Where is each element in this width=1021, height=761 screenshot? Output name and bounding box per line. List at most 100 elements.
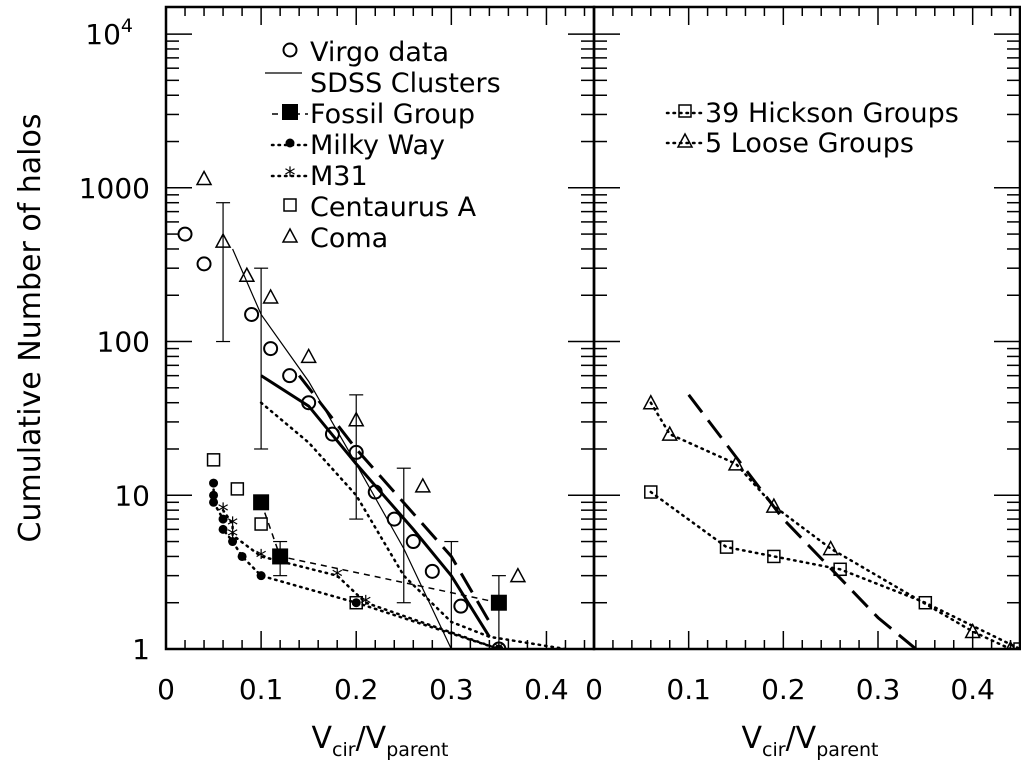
- legend-5-loose-groups-label: 5 Loose Groups: [705, 128, 914, 159]
- y-tick-label-base: 10: [85, 18, 121, 51]
- series-fossil-group-point: [490, 594, 507, 611]
- series-5-loose-groups-point: [642, 394, 660, 410]
- series-coma-point: [238, 266, 256, 282]
- series-virgo-data-point: [177, 226, 193, 242]
- legend-virgo-data-marker: [282, 42, 298, 58]
- series-m31-line: [221, 508, 501, 649]
- legend-milky-way-marker: [285, 138, 295, 148]
- series-milky-way-point: [256, 571, 266, 581]
- legend-virgo-data-label: Virgo data: [310, 37, 449, 68]
- x-title-sub-parent: parent: [386, 739, 448, 761]
- x-title-sub-cir: cir: [762, 739, 786, 761]
- series-group: [642, 393, 1020, 649]
- series-5-loose-groups-point: [964, 622, 981, 639]
- series-5-loose-groups-point: [765, 497, 783, 513]
- x-title-slash: /V: [786, 721, 817, 756]
- legend-fossil-group-label: Fossil Group: [310, 99, 475, 130]
- series-line-8: [298, 374, 491, 623]
- series-line-9-line: [259, 401, 567, 649]
- right-x-axis-title: Vcir/Vparent: [742, 721, 879, 761]
- series-coma-point: [300, 347, 317, 364]
- y-tick-label: 10: [114, 479, 150, 512]
- series-39-hickson-groups: [644, 485, 1020, 649]
- x-tick-label: 0.3: [429, 673, 474, 706]
- legend-m31-marker: *: [285, 164, 296, 189]
- legend-39-hickson-groups-marker: [678, 104, 692, 118]
- x-tick-label: 0.1: [666, 673, 711, 706]
- x-tick-label: 0.2: [761, 673, 806, 706]
- y-tick-label: 1000: [79, 172, 150, 205]
- legend-centaurus-a: Centaurus A: [283, 192, 477, 223]
- y-tick-label-exponent: 4: [121, 15, 133, 37]
- series-39-hickson-groups-point: [719, 540, 734, 554]
- series-centaurus-a-point: [206, 453, 221, 467]
- x-tick-label: 0.4: [524, 673, 569, 706]
- series-milky-way-point: [351, 598, 361, 608]
- series-39-hickson-groups-point: [918, 595, 933, 610]
- x-tick-label: 0.4: [950, 673, 995, 706]
- legend-milky-way: Milky Way: [270, 130, 445, 161]
- legend-sdss-clusters-label: SDSS Clusters: [310, 68, 501, 99]
- series-milky-way-point: [218, 514, 228, 524]
- right-data-marks: [642, 393, 1020, 649]
- series-virgo-data-point: [405, 534, 421, 550]
- y-axis-title: Cumulative Number of halos: [13, 114, 48, 543]
- series-virgo-data-point: [282, 368, 298, 384]
- left-x-axis-title: Vcir/Vparent: [312, 721, 449, 761]
- x-title-sub-cir: cir: [332, 739, 356, 761]
- right-axis-ticks: 0 0.1 0.2 0.3 0.4: [585, 7, 1020, 706]
- series-virgo-data-point: [244, 306, 260, 322]
- x-title-v: V: [742, 721, 763, 756]
- legend-fossil-group: Fossil Group: [272, 99, 475, 130]
- series-milky-way: [209, 478, 504, 649]
- legend-virgo-data: Virgo data: [282, 37, 449, 68]
- legend-m31-label: M31: [310, 161, 368, 192]
- series-5-loose-groups-point: [1005, 640, 1016, 649]
- series-line-7-line: [260, 374, 491, 638]
- series-m31-point: *: [360, 593, 371, 618]
- series-coma-point: [214, 232, 232, 248]
- series-milky-way-point: [237, 551, 247, 561]
- series-milky-way-point: [209, 497, 219, 507]
- series-milky-way-point: [209, 478, 219, 488]
- series-coma-point: [195, 169, 213, 186]
- series-line-7: [260, 374, 491, 638]
- left-data-marks: *******: [177, 169, 567, 664]
- series-39-hickson-groups-point: [767, 549, 781, 564]
- series-milky-way-point: [209, 490, 219, 500]
- series-39-hickson-groups-point: [644, 485, 658, 499]
- legend-coma: Coma: [281, 223, 388, 254]
- series-centaurus-a: [206, 453, 363, 610]
- series-milky-way-point: [218, 524, 228, 534]
- series-m31-point: *: [332, 566, 343, 591]
- svg-text:Vcir/Vparent: Vcir/Vparent: [742, 721, 879, 761]
- y-tick-label: 1: [132, 633, 150, 666]
- legend-centaurus-a-marker: [283, 198, 297, 212]
- series-39-hickson-groups-point: [833, 562, 847, 577]
- y-tick-label: 100: [97, 326, 150, 359]
- series-coma-point: [414, 477, 432, 493]
- x-tick-label: 0: [157, 673, 175, 706]
- series-39-hickson-groups-line: [649, 490, 1020, 649]
- x-tick-label: 0.3: [856, 673, 901, 706]
- legend-39-hickson-groups-label: 39 Hickson Groups: [705, 98, 959, 129]
- x-title-v: V: [312, 721, 333, 756]
- series-fossil-group-point: [253, 494, 270, 511]
- legend-fossil-group-marker: [282, 104, 298, 120]
- legend-coma-label: Coma: [310, 223, 388, 254]
- legend-coma-marker: [281, 227, 299, 243]
- series-m31-point: *: [493, 639, 504, 664]
- legend-centaurus-a-label: Centaurus A: [310, 192, 477, 223]
- series-5-loose-groups-point: [822, 539, 839, 556]
- series-virgo-data-point: [453, 598, 469, 614]
- series-fossil-group-point: [272, 548, 289, 565]
- x-tick-label: 0.1: [239, 673, 284, 706]
- series-line-8-line: [298, 374, 491, 623]
- series-m31: *******: [218, 500, 504, 664]
- x-title-sub-parent: parent: [816, 739, 878, 761]
- legend-39-hickson-groups: 39 Hickson Groups: [665, 98, 959, 129]
